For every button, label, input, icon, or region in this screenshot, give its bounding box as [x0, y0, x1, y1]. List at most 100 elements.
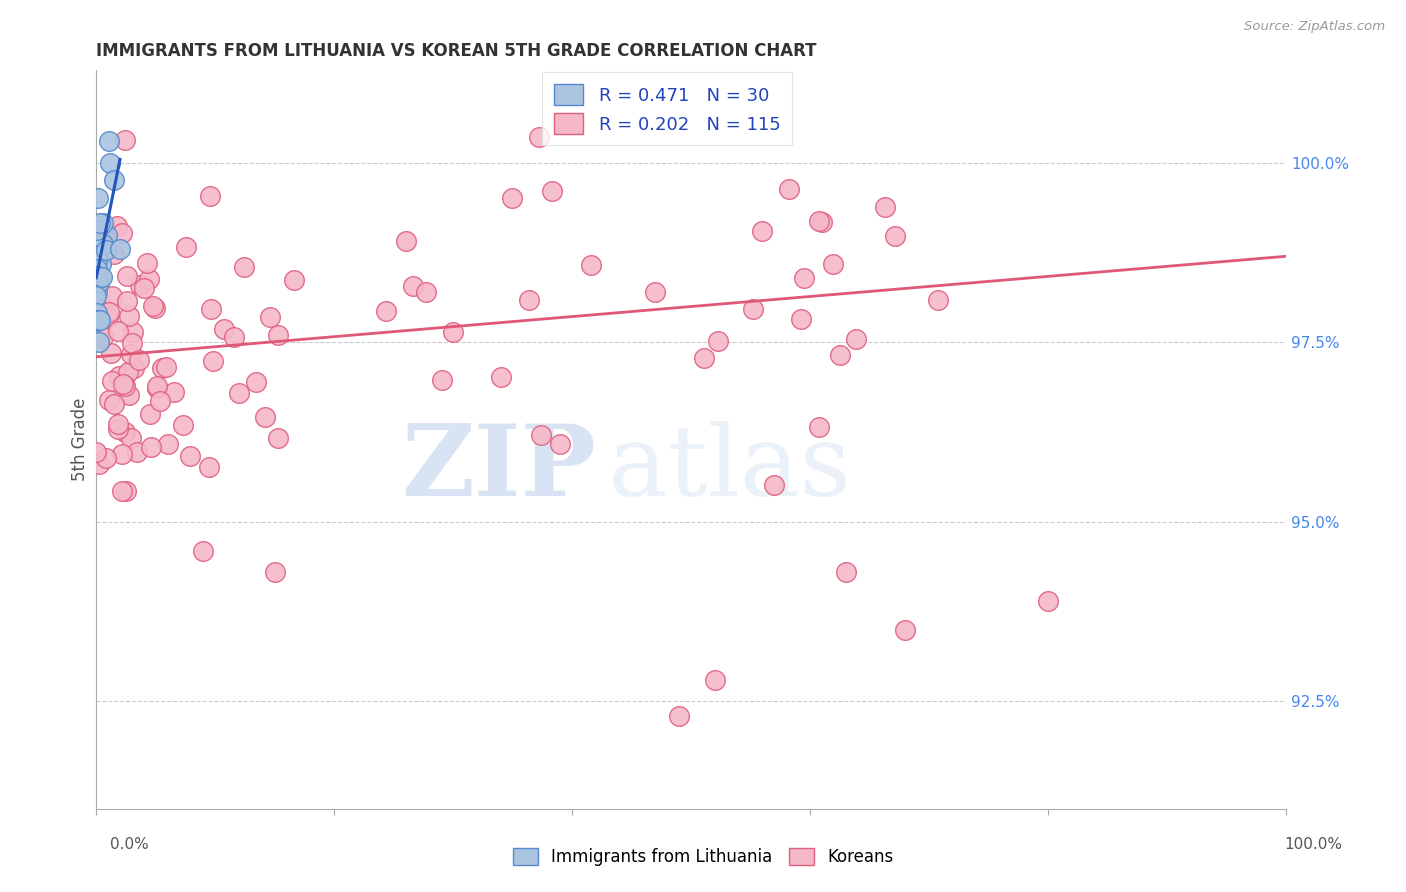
Text: 100.0%: 100.0%	[1285, 837, 1343, 852]
Point	[86, 252, 108, 267]
Point	[138, 272, 160, 286]
Point	[873, 200, 896, 214]
Point	[375, 304, 398, 318]
Point	[894, 623, 917, 637]
Point	[86, 306, 108, 320]
Point	[111, 483, 134, 498]
Point	[87, 268, 110, 283]
Point	[100, 345, 122, 359]
Point	[703, 673, 725, 687]
Point	[198, 459, 221, 474]
Point	[108, 368, 131, 383]
Point	[146, 381, 169, 395]
Point	[808, 213, 831, 227]
Text: ZIP: ZIP	[401, 420, 596, 517]
Point	[94, 244, 117, 258]
Point	[529, 129, 551, 144]
Point	[121, 336, 143, 351]
Point	[253, 410, 276, 425]
Point	[793, 271, 815, 285]
Point	[179, 449, 201, 463]
Point	[267, 430, 290, 444]
Point	[150, 361, 173, 376]
Point	[845, 332, 868, 346]
Legend: R = 0.471   N = 30, R = 0.202   N = 115: R = 0.471 N = 30, R = 0.202 N = 115	[543, 72, 792, 145]
Point	[94, 451, 117, 466]
Point	[693, 351, 716, 365]
Point	[742, 302, 765, 317]
Point	[86, 262, 108, 277]
Point	[97, 304, 120, 318]
Point	[97, 310, 120, 325]
Point	[415, 285, 437, 300]
Point	[707, 334, 730, 349]
Point	[517, 293, 540, 307]
Point	[122, 325, 145, 339]
Point	[107, 422, 129, 436]
Point	[115, 483, 138, 498]
Point	[157, 436, 180, 450]
Point	[89, 276, 111, 290]
Point	[115, 293, 138, 308]
Point	[86, 255, 108, 269]
Point	[115, 268, 138, 283]
Point	[1036, 594, 1059, 608]
Point	[91, 236, 114, 251]
Point	[101, 288, 124, 302]
Point	[132, 281, 155, 295]
Point	[97, 393, 120, 408]
Point	[105, 219, 128, 234]
Point	[89, 294, 111, 309]
Point	[172, 418, 194, 433]
Point	[202, 354, 225, 368]
Point	[228, 386, 250, 401]
Point	[821, 257, 844, 271]
Point	[89, 312, 111, 326]
Point	[84, 289, 107, 303]
Point	[96, 227, 118, 242]
Point	[117, 366, 139, 380]
Point	[89, 313, 111, 327]
Point	[224, 330, 246, 344]
Point	[441, 325, 464, 339]
Point	[402, 279, 425, 293]
Point	[668, 708, 690, 723]
Point	[111, 377, 134, 392]
Point	[807, 420, 830, 434]
Point	[89, 458, 111, 472]
Point	[100, 374, 122, 388]
Point	[155, 359, 177, 374]
Point	[142, 300, 165, 314]
Point	[120, 346, 142, 360]
Point	[790, 312, 813, 326]
Point	[86, 313, 108, 327]
Point	[762, 477, 785, 491]
Point	[193, 543, 215, 558]
Point	[100, 156, 122, 170]
Point	[139, 441, 162, 455]
Point	[90, 257, 112, 271]
Point	[128, 353, 150, 368]
Point	[489, 369, 512, 384]
Point	[149, 394, 172, 409]
Point	[263, 565, 285, 579]
Point	[644, 285, 666, 300]
Point	[91, 269, 114, 284]
Point	[927, 293, 949, 308]
Point	[163, 385, 186, 400]
Point	[86, 284, 108, 298]
Point	[125, 445, 148, 459]
Point	[579, 258, 602, 272]
Point	[541, 185, 564, 199]
Point	[111, 226, 134, 240]
Point	[86, 248, 108, 262]
Point	[139, 407, 162, 421]
Point	[114, 378, 136, 392]
Point	[118, 388, 141, 402]
Point	[212, 322, 235, 336]
Text: IMMIGRANTS FROM LITHUANIA VS KOREAN 5TH GRADE CORRELATION CHART: IMMIGRANTS FROM LITHUANIA VS KOREAN 5TH …	[96, 42, 817, 60]
Point	[835, 565, 858, 579]
Point	[501, 191, 523, 205]
Point	[174, 240, 197, 254]
Point	[89, 216, 111, 230]
